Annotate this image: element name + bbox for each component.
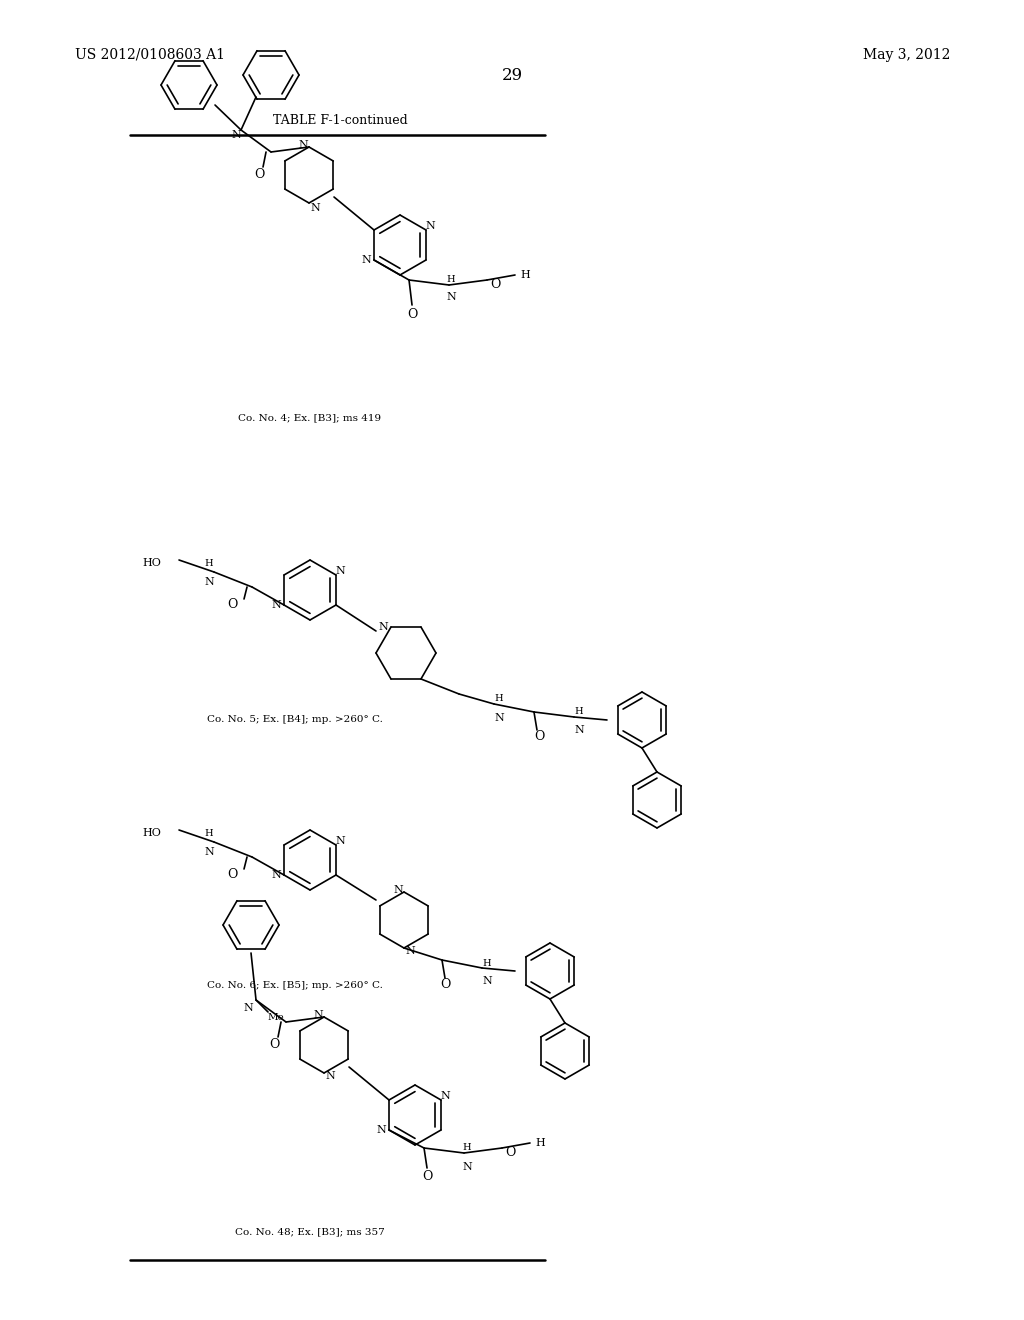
Text: N: N (298, 140, 308, 150)
Text: O: O (227, 598, 238, 611)
Text: N: N (271, 870, 281, 880)
Text: H: H (536, 1138, 545, 1148)
Text: N: N (335, 566, 345, 576)
Text: N: N (425, 220, 435, 231)
Text: US 2012/0108603 A1: US 2012/0108603 A1 (75, 48, 225, 62)
Text: HO: HO (142, 828, 161, 838)
Text: H: H (205, 829, 213, 838)
Text: O: O (505, 1147, 515, 1159)
Text: N: N (313, 1010, 323, 1020)
Text: O: O (422, 1170, 432, 1183)
Text: N: N (335, 836, 345, 846)
Text: H: H (482, 958, 492, 968)
Text: O: O (407, 309, 417, 322)
Text: May 3, 2012: May 3, 2012 (862, 48, 950, 62)
Text: N: N (446, 292, 456, 302)
Text: TABLE F-1-continued: TABLE F-1-continued (272, 114, 408, 127)
Text: O: O (439, 978, 451, 991)
Text: O: O (269, 1038, 280, 1051)
Text: 29: 29 (502, 66, 522, 83)
Text: N: N (326, 1071, 335, 1081)
Text: H: H (205, 560, 213, 569)
Text: O: O (254, 168, 264, 181)
Text: Co. No. 6; Ex. [B5]; mp. >260° C.: Co. No. 6; Ex. [B5]; mp. >260° C. (207, 981, 383, 990)
Text: H: H (574, 708, 584, 717)
Text: HO: HO (142, 558, 161, 568)
Text: O: O (227, 869, 238, 882)
Text: N: N (495, 713, 504, 723)
Text: N: N (462, 1162, 472, 1172)
Text: N: N (406, 946, 415, 956)
Text: H: H (520, 271, 529, 280)
Text: N: N (243, 1003, 253, 1012)
Text: Co. No. 48; Ex. [B3]; ms 357: Co. No. 48; Ex. [B3]; ms 357 (236, 1228, 385, 1237)
Text: N: N (310, 203, 319, 213)
Text: N: N (376, 1125, 386, 1135)
Text: N: N (271, 601, 281, 610)
Text: N: N (378, 622, 388, 632)
Text: H: H (495, 694, 503, 704)
Text: N: N (482, 975, 492, 986)
Text: Me: Me (267, 1014, 285, 1023)
Text: N: N (204, 847, 214, 857)
Text: Co. No. 5; Ex. [B4]; mp. >260° C.: Co. No. 5; Ex. [B4]; mp. >260° C. (207, 715, 383, 725)
Text: H: H (463, 1143, 471, 1152)
Text: N: N (361, 255, 371, 265)
Text: N: N (393, 884, 402, 895)
Text: H: H (446, 276, 456, 285)
Text: N: N (204, 577, 214, 587)
Text: N: N (574, 725, 584, 735)
Text: O: O (489, 277, 500, 290)
Text: Co. No. 4; Ex. [B3]; ms 419: Co. No. 4; Ex. [B3]; ms 419 (239, 413, 382, 422)
Text: O: O (534, 730, 544, 743)
Text: N: N (231, 129, 241, 140)
Text: N: N (440, 1092, 450, 1101)
